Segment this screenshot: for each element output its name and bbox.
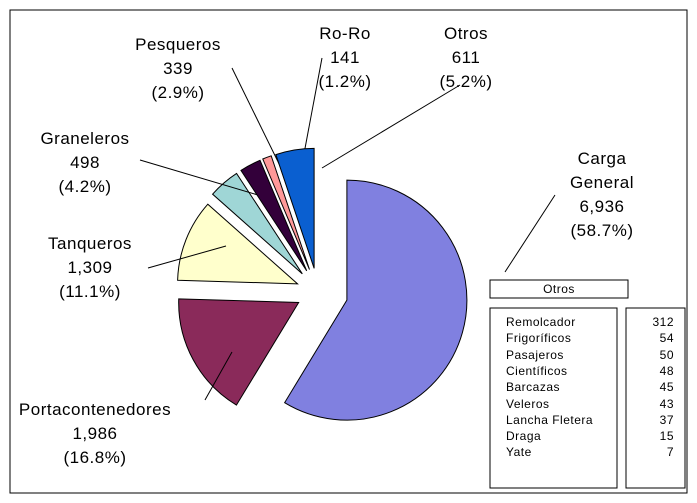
pie-slice bbox=[262, 155, 310, 270]
table-value: 43 bbox=[659, 396, 674, 411]
slice-name: Otros bbox=[443, 24, 489, 43]
table-name: Yate bbox=[506, 445, 532, 460]
pie-slice bbox=[178, 298, 300, 406]
table-name: Draga bbox=[506, 429, 542, 444]
table-name: Lancha Fletera bbox=[506, 412, 594, 427]
table-title: Otros bbox=[543, 282, 575, 296]
slice-percent: (5.2%) bbox=[439, 72, 493, 91]
pie-slice bbox=[211, 172, 303, 275]
table-title-box bbox=[489, 279, 629, 299]
leader-line bbox=[231, 67, 287, 179]
slice-label: Portacontenedores 1,986 (16.8%) bbox=[5, 398, 185, 470]
slice-name: Tanqueros bbox=[48, 234, 132, 253]
slice-percent: (1.2%) bbox=[318, 72, 372, 91]
leader-line bbox=[321, 84, 461, 169]
slice-label: Otros 611 (5.2%) bbox=[421, 22, 511, 94]
table-values-box bbox=[625, 307, 686, 489]
slice-value: 1,309 bbox=[67, 258, 113, 277]
pie-slice bbox=[240, 159, 308, 272]
slice-percent: (16.8%) bbox=[63, 448, 127, 467]
leader-line bbox=[204, 351, 233, 401]
table-value: 312 bbox=[652, 315, 674, 329]
leader-line bbox=[139, 159, 259, 196]
leader-line bbox=[147, 245, 227, 269]
slice-value: 1,986 bbox=[72, 424, 118, 443]
table-value: 50 bbox=[659, 347, 674, 362]
slice-label: Tanqueros 1,309 (11.1%) bbox=[30, 232, 150, 304]
slice-name: Pesqueros bbox=[135, 35, 221, 54]
table-name: Barcazas bbox=[506, 380, 561, 395]
slice-percent: (4.2%) bbox=[58, 177, 112, 196]
slice-label: Pesqueros 339 (2.9%) bbox=[118, 33, 238, 105]
leader-line bbox=[504, 194, 556, 273]
table-value: 37 bbox=[659, 412, 674, 427]
slice-value: 6,936 bbox=[579, 197, 625, 216]
table-name: Remolcador bbox=[506, 315, 576, 329]
table-value: 7 bbox=[666, 445, 674, 460]
frame bbox=[9, 9, 688, 494]
slice-name: Portacontenedores bbox=[18, 400, 172, 419]
table-value: 54 bbox=[659, 331, 674, 346]
table-name: Pasajeros bbox=[506, 347, 564, 362]
slice-name: Ro-Ro bbox=[319, 24, 371, 43]
slice-label: Graneleros 498 (4.2%) bbox=[25, 127, 145, 199]
slice-label: Carga General 6,936 (58.7%) bbox=[557, 147, 647, 243]
slice-name: Graneleros bbox=[40, 129, 130, 148]
slice-percent: (11.1%) bbox=[59, 282, 121, 301]
table-value: 45 bbox=[659, 380, 674, 395]
slice-value: 141 bbox=[330, 48, 360, 67]
slice-label: Ro-Ro 141 (1.2%) bbox=[300, 22, 390, 94]
slice-percent: (2.9%) bbox=[151, 83, 205, 102]
table-name: Frigoríficos bbox=[506, 331, 572, 346]
table-value: 15 bbox=[659, 429, 674, 444]
pie-slice bbox=[283, 179, 468, 421]
table-name: Científicos bbox=[506, 363, 568, 378]
table-names-box bbox=[489, 307, 618, 489]
pie-slice bbox=[177, 203, 299, 285]
pie-slice bbox=[275, 147, 315, 269]
slice-value: 339 bbox=[163, 59, 193, 78]
slice-name: Carga General bbox=[570, 149, 634, 192]
table-name: Veleros bbox=[506, 396, 550, 411]
table-value: 48 bbox=[659, 363, 674, 378]
slice-value: 498 bbox=[70, 153, 100, 172]
slice-percent: (58.7%) bbox=[570, 221, 634, 240]
slice-value: 611 bbox=[451, 48, 481, 67]
